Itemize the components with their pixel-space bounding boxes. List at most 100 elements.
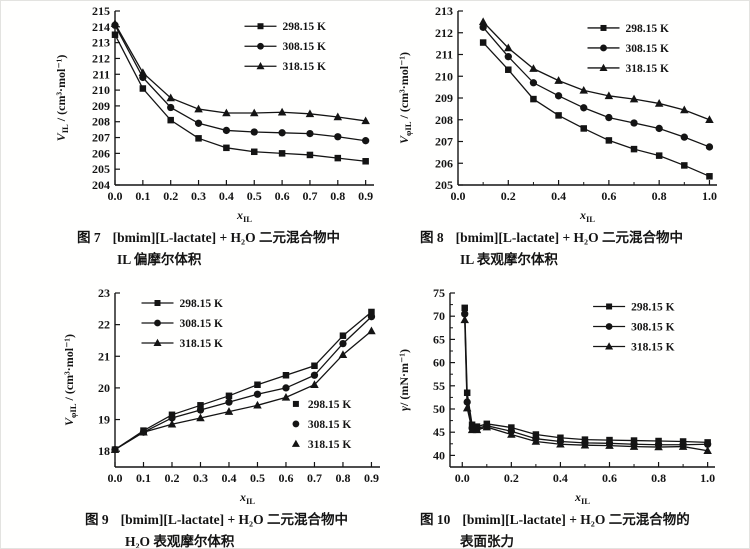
- svg-text:209: 209: [92, 99, 110, 113]
- svg-text:65: 65: [433, 332, 445, 346]
- svg-text:40: 40: [433, 448, 445, 462]
- svg-text:298.15 K: 298.15 K: [626, 23, 670, 35]
- svg-text:298.15 K: 298.15 K: [631, 301, 675, 313]
- svg-text:0.7: 0.7: [302, 189, 317, 203]
- legend: 298.15 K 308.15 K 318.15 K: [244, 21, 327, 73]
- axes: 18 19 20 21 22 23 0.0 0.1 0.2 0.3 0.4 0.5 0.6 0.7 0.8 0…: [62, 286, 380, 506]
- axes: 40 45 50 55 60 65 70 75 0.0 0.2 0.4 0.6 0.8 1.0 xIL γ/ …: [397, 286, 715, 506]
- svg-text:308.15 K: 308.15 K: [283, 41, 327, 53]
- svg-text:214: 214: [92, 20, 110, 34]
- svg-text:205: 205: [92, 162, 110, 176]
- svg-text:211: 211: [93, 67, 110, 81]
- svg-text:308.15 K: 308.15 K: [180, 318, 224, 330]
- svg-text:0.6: 0.6: [278, 471, 293, 485]
- series-318.15 K: [478, 17, 714, 123]
- svg-text:209: 209: [435, 91, 453, 105]
- figure8-block: 205 206 207 208 209 210 211 212 213 0.0 0.2 0.4 0.6 0…: [394, 3, 729, 267]
- svg-text:1.0: 1.0: [700, 471, 715, 485]
- svg-text:75: 75: [433, 286, 445, 300]
- svg-text:0.2: 0.2: [163, 189, 178, 203]
- svg-text:1.0: 1.0: [702, 189, 717, 203]
- figure10-number: 图 10: [420, 512, 451, 527]
- figure10-caption: 图 10 [bmim][L-lactate] + H₂O 二元混合物的 表面张力: [394, 512, 724, 549]
- svg-text:0.2: 0.2: [504, 471, 519, 485]
- figure9-caption: 图 9 [bmim][L-lactate] + H₂O 二元混合物中 H₂O 表…: [59, 512, 389, 548]
- svg-text:318.15 K: 318.15 K: [283, 61, 327, 73]
- svg-text:207: 207: [92, 131, 110, 145]
- svg-text:70: 70: [433, 309, 445, 323]
- svg-text:VφIL / (cm³·mol⁻¹): VφIL / (cm³·mol⁻¹): [397, 52, 413, 144]
- svg-text:50: 50: [433, 402, 445, 416]
- svg-text:0.3: 0.3: [191, 189, 206, 203]
- series-318.15 K: [110, 19, 370, 125]
- figure9-chart: 18 19 20 21 22 23 0.0 0.1 0.2 0.3 0.4 0.5 0.6 0.7 0.8 0…: [62, 286, 380, 506]
- svg-text:21: 21: [98, 349, 110, 363]
- svg-text:0.5: 0.5: [250, 471, 265, 485]
- axes: 205 206 207 208 209 210 211 212 213 0.0 0.2 0.4 0.6 0…: [397, 4, 717, 224]
- figure7-number: 图 7: [77, 230, 101, 245]
- svg-text:206: 206: [92, 146, 110, 160]
- figure8-chart: 205 206 207 208 209 210 211 212 213 0.0 0.2 0.4 0.6 0…: [397, 4, 717, 224]
- svg-text:213: 213: [92, 36, 110, 50]
- svg-text:213: 213: [435, 4, 453, 18]
- figure8-caption: 图 8 [bmim][L-lactate] + H₂O 二元混合物中 IL 表观…: [394, 230, 724, 267]
- svg-text:0.7: 0.7: [307, 471, 322, 485]
- svg-text:215: 215: [92, 4, 110, 18]
- figure7-title: [bmim][L-lactate] + H₂O 二元混合物中: [112, 230, 340, 245]
- svg-text:55: 55: [433, 379, 445, 393]
- svg-text:318.15 K: 318.15 K: [308, 439, 352, 451]
- svg-text:45: 45: [433, 425, 445, 439]
- svg-text:0.8: 0.8: [652, 189, 667, 203]
- svg-text:0.8: 0.8: [330, 189, 345, 203]
- svg-text:0.8: 0.8: [651, 471, 666, 485]
- svg-text:318.15 K: 318.15 K: [180, 338, 224, 350]
- svg-text:xIL: xIL: [574, 490, 590, 506]
- svg-text:211: 211: [436, 48, 453, 62]
- svg-text:0.1: 0.1: [136, 471, 151, 485]
- svg-text:0.0: 0.0: [451, 189, 466, 203]
- series-298.15 K: [111, 31, 369, 165]
- svg-text:γ/ (mN·m⁻¹): γ/ (mN·m⁻¹): [397, 349, 411, 411]
- svg-text:0.4: 0.4: [221, 471, 236, 485]
- svg-text:0.3: 0.3: [193, 471, 208, 485]
- legend: 298.15 K 308.15 K 318.15 K: [291, 399, 352, 451]
- figure8-title: [bmim][L-lactate] + H₂O 二元混合物中: [455, 230, 683, 245]
- svg-text:0.9: 0.9: [364, 471, 379, 485]
- svg-text:0.2: 0.2: [164, 471, 179, 485]
- figure8-subtitle: IL 表观摩尔体积: [460, 251, 558, 267]
- svg-text:212: 212: [92, 51, 110, 65]
- legend: 298.15 K 308.15 K 318.15 K: [141, 298, 224, 350]
- svg-text:18: 18: [98, 444, 110, 458]
- figure9-title: [bmim][L-lactate] + H₂O 二元混合物中: [120, 512, 348, 527]
- series-298.15 K: [111, 308, 375, 453]
- svg-text:208: 208: [92, 115, 110, 129]
- figure10-title: [bmim][L-lactate] + H₂O 二元混合物的: [462, 512, 690, 527]
- figure10-chart: 40 45 50 55 60 65 70 75 0.0 0.2 0.4 0.6 0.8 1.0 xIL γ/ …: [397, 286, 715, 506]
- figure9-number: 图 9: [85, 512, 109, 527]
- svg-text:210: 210: [92, 83, 110, 97]
- series-318.15 K: [460, 315, 712, 455]
- svg-text:308.15 K: 308.15 K: [626, 43, 670, 55]
- legend: 298.15 K 308.15 K 318.15 K: [593, 301, 675, 353]
- svg-text:210: 210: [435, 69, 453, 83]
- svg-text:22: 22: [98, 318, 110, 332]
- svg-text:298.15 K: 298.15 K: [283, 21, 327, 33]
- svg-text:0.9: 0.9: [358, 189, 373, 203]
- svg-text:0.1: 0.1: [135, 189, 150, 203]
- figure7-subtitle: IL 偏摩尔体积: [117, 251, 202, 267]
- svg-text:xIL: xIL: [236, 208, 252, 224]
- figure10-subtitle: 表面张力: [460, 533, 514, 549]
- legend: 298.15 K 308.15 K 318.15 K: [587, 23, 670, 75]
- svg-text:23: 23: [98, 286, 110, 300]
- svg-text:0.5: 0.5: [247, 189, 262, 203]
- svg-text:0.6: 0.6: [275, 189, 290, 203]
- svg-text:xIL: xIL: [239, 490, 255, 506]
- series-308.15 K: [111, 313, 376, 454]
- svg-text:212: 212: [435, 26, 453, 40]
- figure7-block: 204 205 206 207 208 209 210 211 212 213 214 215 0.0 0…: [51, 3, 386, 267]
- svg-text:0.2: 0.2: [501, 189, 516, 203]
- svg-text:0.4: 0.4: [551, 189, 566, 203]
- figure7-caption: 图 7 [bmim][L-lactate] + H₂O 二元混合物中 IL 偏摩…: [51, 230, 381, 267]
